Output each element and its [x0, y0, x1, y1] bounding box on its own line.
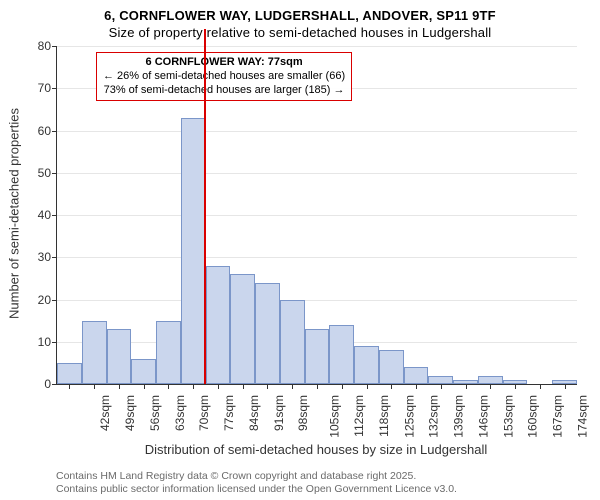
x-tick-mark [243, 384, 244, 389]
callout-line-larger: 73% of semi-detached houses are larger (… [103, 84, 345, 98]
x-tick-label: 105sqm [328, 395, 342, 438]
x-tick-label: 146sqm [477, 395, 491, 438]
y-tick-label: 10 [38, 335, 57, 349]
y-tick-label: 20 [38, 293, 57, 307]
x-tick-mark [540, 384, 541, 389]
bar [156, 321, 181, 384]
x-tick-mark [565, 384, 566, 389]
x-tick-label: 118sqm [377, 395, 391, 437]
gridline [57, 257, 577, 258]
x-tick-label: 91sqm [272, 395, 286, 431]
bar [206, 266, 231, 384]
footnote-1: Contains HM Land Registry data © Crown c… [56, 470, 416, 482]
gridline [57, 131, 577, 132]
x-tick-mark [466, 384, 467, 389]
bar [404, 367, 429, 384]
gridline [57, 46, 577, 47]
x-axis-label: Distribution of semi-detached houses by … [56, 442, 576, 457]
bar [305, 329, 330, 384]
y-tick-label: 70 [38, 81, 57, 95]
x-tick-label: 153sqm [501, 395, 515, 438]
x-tick-label: 139sqm [452, 395, 466, 438]
y-tick-label: 80 [38, 39, 57, 53]
x-tick-label: 49sqm [123, 395, 137, 431]
gridline [57, 215, 577, 216]
bar [57, 363, 82, 384]
bar [107, 329, 132, 384]
bar [255, 283, 280, 384]
x-tick-label: 160sqm [526, 395, 540, 438]
x-tick-mark [367, 384, 368, 389]
y-tick-label: 30 [38, 250, 57, 264]
x-tick-mark [515, 384, 516, 389]
page-subtitle: Size of property relative to semi-detach… [0, 23, 600, 40]
highlight-line [204, 29, 206, 384]
x-tick-label: 77sqm [222, 395, 236, 431]
x-tick-mark [441, 384, 442, 389]
callout-title: 6 CORNFLOWER WAY: 77sqm [103, 56, 345, 70]
highlight-callout: 6 CORNFLOWER WAY: 77sqm ← 26% of semi-de… [96, 52, 352, 101]
footnote-2: Contains public sector information licen… [56, 483, 457, 495]
bar [354, 346, 379, 384]
bar [82, 321, 107, 384]
bar [230, 274, 255, 384]
bar [428, 376, 453, 384]
x-tick-label: 42sqm [98, 395, 112, 431]
y-tick-label: 60 [38, 124, 57, 138]
y-tick-label: 40 [38, 208, 57, 222]
bar [280, 300, 305, 385]
bar [478, 376, 503, 384]
x-tick-mark [391, 384, 392, 389]
gridline [57, 300, 577, 301]
x-tick-mark [94, 384, 95, 389]
x-tick-mark [218, 384, 219, 389]
callout-line-smaller: ← 26% of semi-detached houses are smalle… [103, 70, 345, 84]
x-tick-mark [69, 384, 70, 389]
x-tick-mark [193, 384, 194, 389]
x-tick-label: 56sqm [148, 395, 162, 431]
x-tick-mark [144, 384, 145, 389]
bar [131, 359, 156, 384]
x-tick-label: 125sqm [402, 395, 416, 438]
bar [329, 325, 354, 384]
x-tick-label: 84sqm [247, 395, 261, 431]
x-tick-label: 63sqm [173, 395, 187, 431]
x-tick-mark [317, 384, 318, 389]
x-tick-label: 112sqm [352, 395, 366, 437]
x-tick-mark [342, 384, 343, 389]
x-tick-mark [267, 384, 268, 389]
x-tick-mark [292, 384, 293, 389]
gridline [57, 173, 577, 174]
bar [379, 350, 404, 384]
bar [181, 118, 206, 384]
y-tick-label: 0 [44, 377, 57, 391]
x-tick-label: 167sqm [551, 395, 565, 438]
x-tick-label: 98sqm [297, 395, 311, 431]
x-tick-mark [119, 384, 120, 389]
x-tick-mark [168, 384, 169, 389]
x-tick-label: 174sqm [576, 395, 590, 438]
y-tick-label: 50 [38, 166, 57, 180]
page-title: 6, CORNFLOWER WAY, LUDGERSHALL, ANDOVER,… [0, 0, 600, 23]
x-tick-mark [490, 384, 491, 389]
x-tick-label: 70sqm [197, 395, 211, 431]
chart-container: 6, CORNFLOWER WAY, LUDGERSHALL, ANDOVER,… [0, 0, 600, 500]
y-axis-label: Number of semi-detached properties [7, 84, 22, 344]
x-tick-label: 132sqm [427, 395, 441, 438]
x-tick-mark [416, 384, 417, 389]
